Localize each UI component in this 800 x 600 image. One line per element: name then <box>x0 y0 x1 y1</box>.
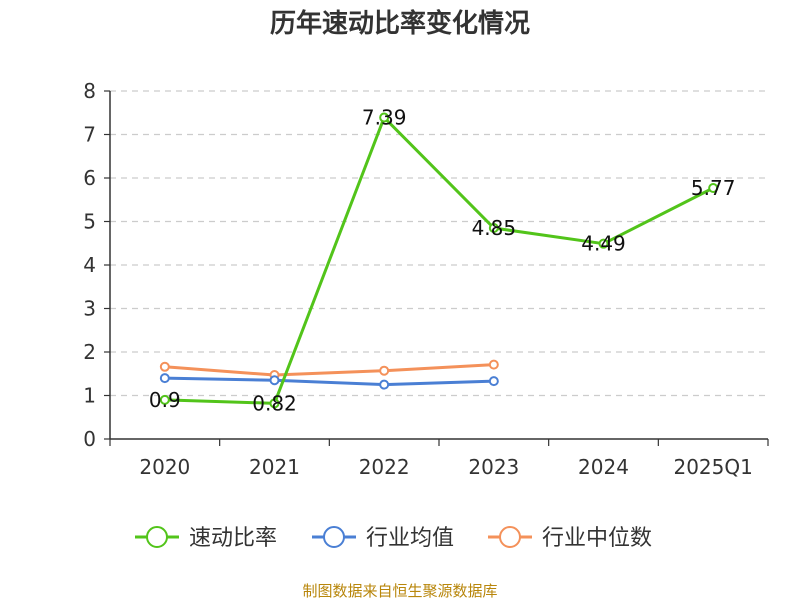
legend-label: 行业均值 <box>366 526 454 551</box>
data-point[interactable] <box>159 394 170 405</box>
y-tick-label: 7 <box>83 123 96 147</box>
data-point[interactable] <box>379 379 390 390</box>
series <box>159 112 719 409</box>
x-tick-label: 2024 <box>578 455 629 479</box>
legend-marker <box>146 526 168 548</box>
legend[interactable]: 速动比率 行业均值 行业中位数 <box>135 526 652 551</box>
data-label: 4.85 <box>472 216 517 240</box>
legend-item[interactable]: 行业中位数 <box>488 526 652 551</box>
grid <box>110 90 768 397</box>
series-industry-median <box>159 359 499 381</box>
legend-marker <box>323 526 345 548</box>
data-point[interactable] <box>269 398 280 409</box>
x-tick-label: 2020 <box>139 455 190 479</box>
series-line <box>164 363 494 377</box>
data-label: 0.9 <box>149 388 181 412</box>
x-tick-label: 2023 <box>468 455 519 479</box>
y-tick-label: 3 <box>83 297 96 321</box>
data-label: 5.77 <box>691 176 736 200</box>
data-label: 7.39 <box>362 106 407 130</box>
series-line <box>164 116 714 405</box>
x-tick-label: 2021 <box>249 455 300 479</box>
data-label: 0.82 <box>252 391 297 415</box>
data-point[interactable] <box>159 373 170 384</box>
series-industry-mean <box>159 373 499 390</box>
axes: 0 1 2 3 4 5 6 7 8 2020 2021 2022 2023 2024 2025Q1 <box>83 79 769 479</box>
data-point[interactable] <box>598 238 609 249</box>
chart-title: 历年速动比率变化情况 <box>270 8 530 39</box>
data-labels: 0.9 0.82 7.39 4.85 4.49 5.77 <box>149 106 736 416</box>
data-label: 4.49 <box>581 232 626 256</box>
legend-marker <box>499 526 521 548</box>
legend-item[interactable]: 速动比率 <box>135 526 277 551</box>
y-tick-label: 1 <box>83 384 96 408</box>
data-point[interactable] <box>488 223 499 234</box>
data-point[interactable] <box>379 112 390 123</box>
data-point[interactable] <box>159 361 170 372</box>
data-point[interactable] <box>269 375 280 386</box>
legend-label: 行业中位数 <box>542 526 652 551</box>
x-tick-label: 2025Q1 <box>673 455 752 479</box>
series-quick-ratio <box>159 112 719 409</box>
source-note: 制图数据来自恒生聚源数据库 <box>302 582 497 600</box>
y-tick-label: 0 <box>83 427 96 451</box>
y-tick-label: 6 <box>83 166 96 190</box>
series-line <box>164 376 494 387</box>
legend-item[interactable]: 行业均值 <box>312 526 454 551</box>
y-tick-label: 5 <box>83 210 96 234</box>
data-point[interactable] <box>488 359 499 370</box>
data-point[interactable] <box>488 376 499 387</box>
x-tick-label: 2022 <box>359 455 410 479</box>
legend-label: 速动比率 <box>189 526 277 551</box>
y-tick-label: 2 <box>83 340 96 364</box>
data-point[interactable] <box>379 365 390 376</box>
data-point[interactable] <box>708 183 719 194</box>
y-tick-label: 8 <box>83 79 96 103</box>
y-tick-label: 4 <box>83 253 96 277</box>
